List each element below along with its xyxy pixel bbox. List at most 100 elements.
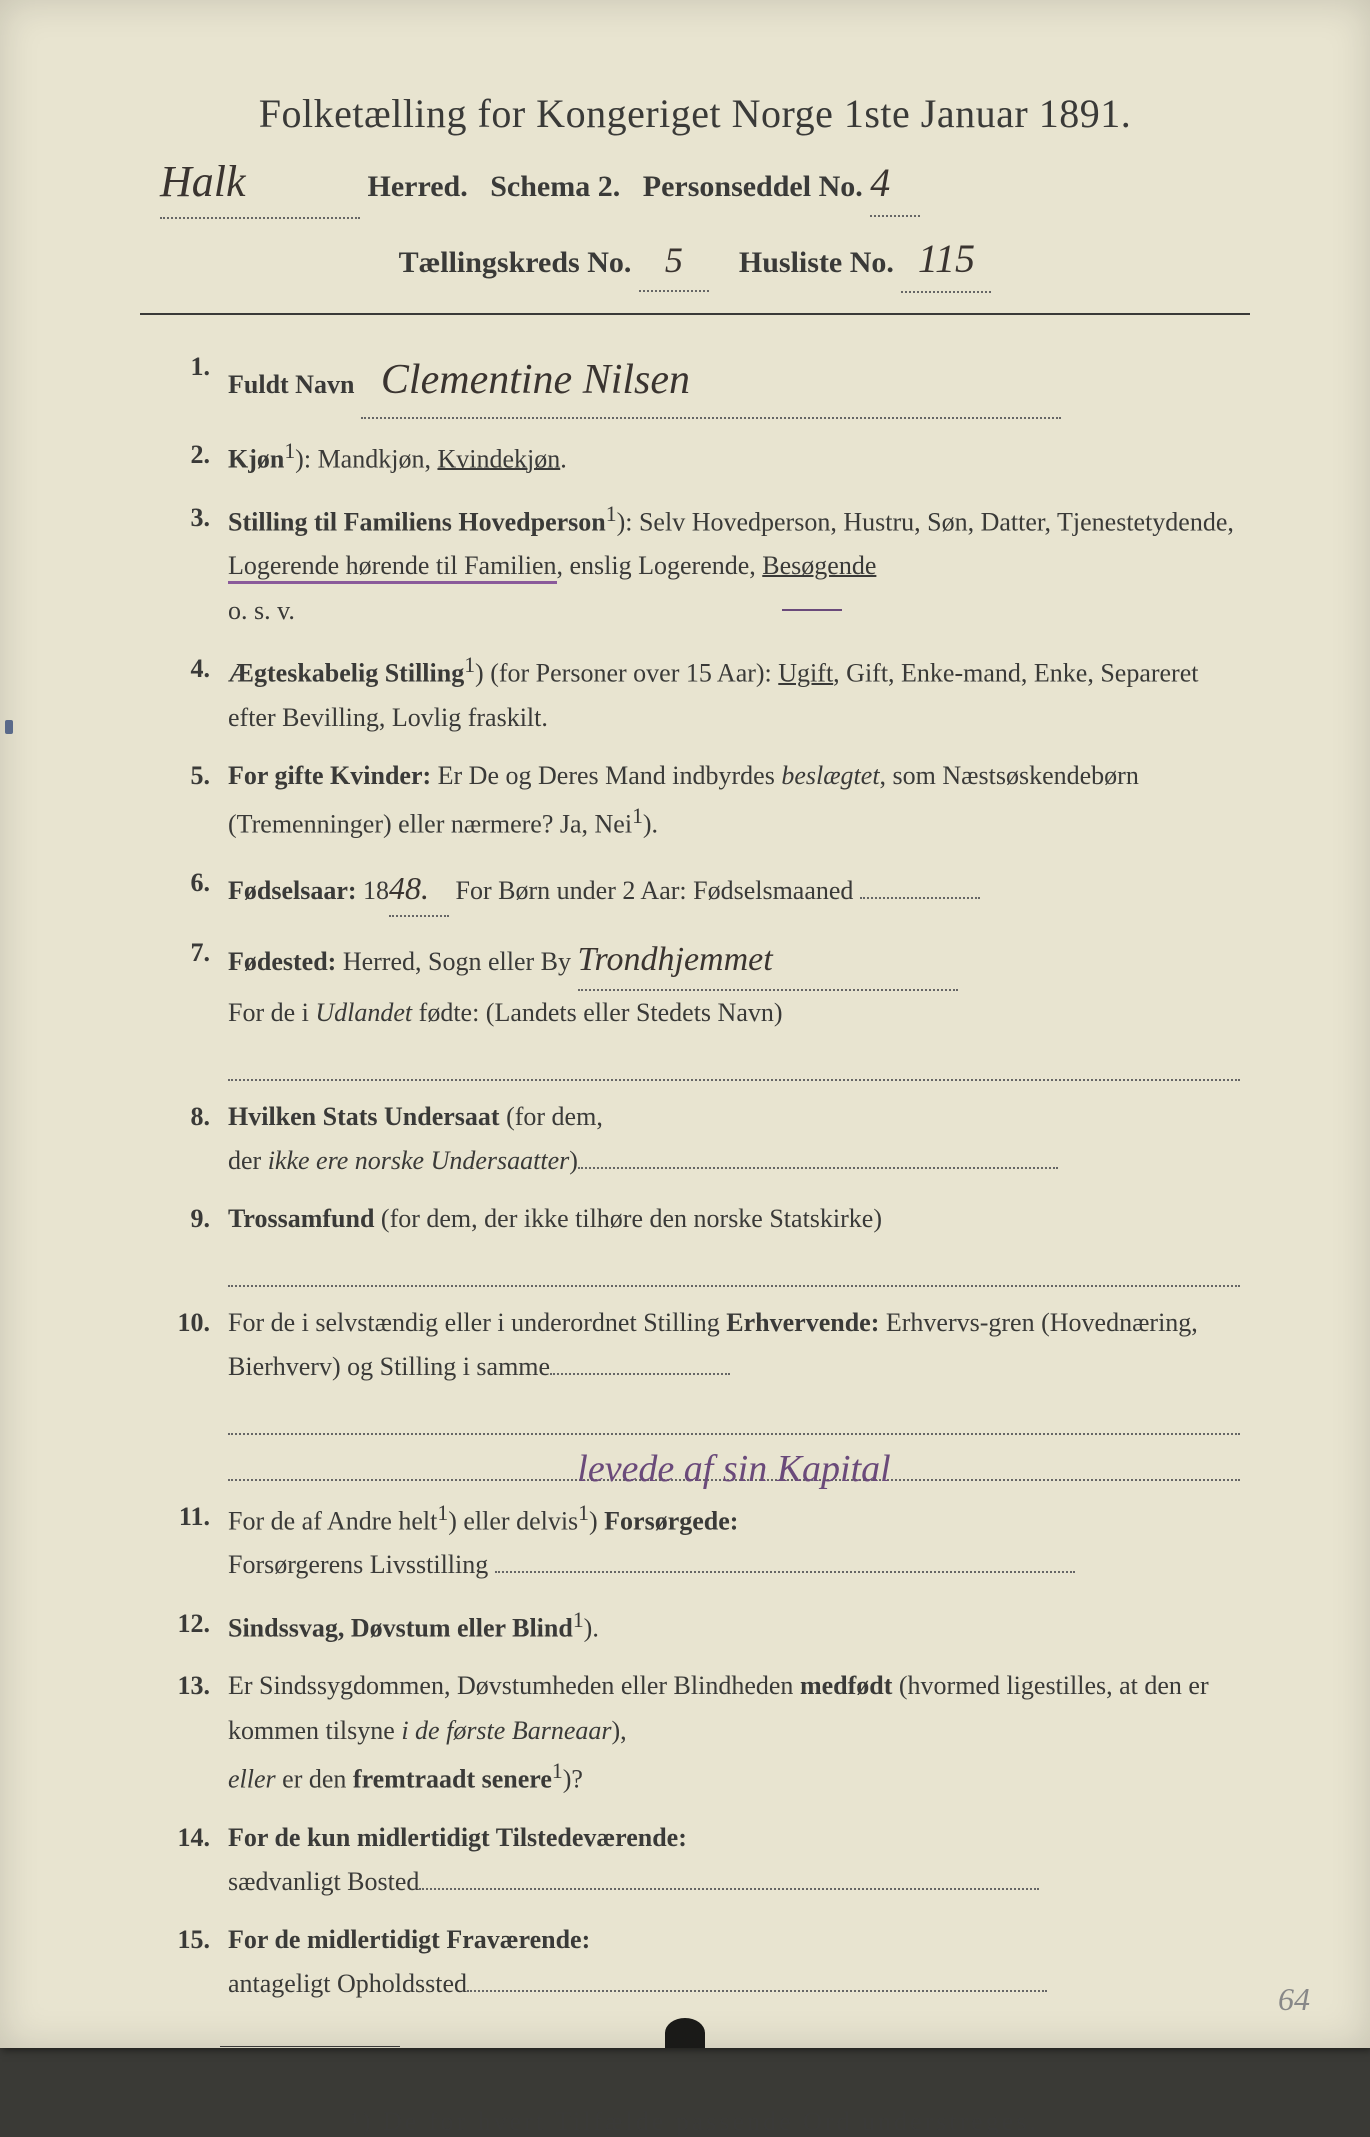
body2: sædvanligt Bosted bbox=[228, 1867, 419, 1896]
blank bbox=[495, 1571, 1075, 1573]
husliste-label: Husliste No. bbox=[739, 246, 894, 279]
herred-handwritten: Halk bbox=[160, 147, 246, 217]
personseddel-no: 4 bbox=[870, 151, 890, 215]
blank bbox=[419, 1888, 1039, 1890]
sup: 1 bbox=[606, 502, 617, 526]
body: For de i selvstændig eller i underordnet… bbox=[228, 1308, 726, 1337]
body2: antageligt Opholdssted bbox=[228, 1969, 467, 1998]
body: Herred, Sogn eller By bbox=[336, 947, 571, 976]
item-content: Trossamfund (for dem, der ikke tilhøre d… bbox=[228, 1197, 1240, 1287]
besogende-underlined: Besøgende bbox=[762, 544, 876, 588]
label-tilstedevaerende: For de kun midlertidigt Tilstedeværende: bbox=[228, 1823, 687, 1852]
item-content: Kjøn1): Mandkjøn, Kvindekjøn. bbox=[228, 433, 1240, 482]
item-num: 12. bbox=[150, 1602, 228, 1651]
item-7: 7. Fødested: Herred, Sogn eller By Trond… bbox=[150, 931, 1240, 1081]
sup: 1 bbox=[552, 1759, 563, 1783]
item-content: For de af Andre helt1) eller delvis1) Fo… bbox=[228, 1495, 1240, 1588]
sup2: 1 bbox=[578, 1501, 589, 1525]
body2: For de i bbox=[228, 998, 315, 1027]
item-9: 9. Trossamfund (for dem, der ikke tilhør… bbox=[150, 1197, 1240, 1287]
label-stilling: Stilling til Familiens Hovedperson bbox=[228, 507, 606, 536]
label-fuldt-navn: Fuldt Navn bbox=[228, 370, 354, 399]
schema-label: Schema 2. bbox=[490, 170, 620, 203]
personseddel-label: Personseddel No. bbox=[643, 170, 863, 203]
logerende-underlined: Logerende hørende til Familien bbox=[228, 551, 557, 584]
body: (for Personer over 15 Aar): bbox=[484, 659, 779, 688]
blank-line bbox=[228, 1391, 1240, 1435]
item-num: 11. bbox=[150, 1495, 228, 1588]
body: (for dem, der ikke tilhøre den norske St… bbox=[374, 1204, 882, 1233]
item-num: 2. bbox=[150, 433, 228, 482]
tail: )? bbox=[563, 1765, 583, 1794]
text: : Mandkjøn, bbox=[304, 444, 438, 473]
form-header: Folketælling for Kongeriget Norge 1ste J… bbox=[140, 90, 1250, 293]
blank bbox=[578, 1167, 1058, 1169]
item-content: Sindssvag, Døvstum eller Blind1). bbox=[228, 1602, 1240, 1651]
paper-damage bbox=[665, 2018, 705, 2048]
item-13: 13. Er Sindssygdommen, Døvstumheden elle… bbox=[150, 1664, 1240, 1801]
item-3: 3. Stilling til Familiens Hovedperson1):… bbox=[150, 496, 1240, 633]
taellingskreds-no: 5 bbox=[665, 232, 683, 290]
footnote: ¹) De for hvert Tilfælde passende Ord un… bbox=[140, 2107, 1250, 2137]
label-kjon: Kjøn bbox=[228, 444, 284, 473]
sup: 1 bbox=[464, 653, 475, 677]
herred-label: Herred. bbox=[368, 170, 468, 203]
eller: eller bbox=[228, 1765, 282, 1794]
osv: o. s. v. bbox=[228, 596, 295, 625]
sup: 1 bbox=[573, 1608, 584, 1632]
item-num: 14. bbox=[150, 1816, 228, 1904]
body2: , enslig Logerende, bbox=[557, 551, 763, 580]
body: Er Sindssygdommen, Døvstumheden eller Bl… bbox=[228, 1671, 800, 1700]
title-herred-line: Halk Herred. Schema 2. Personseddel No. … bbox=[140, 147, 1250, 219]
udlandet: Udlandet bbox=[315, 998, 412, 1027]
item-content: Ægteskabelig Stilling1) (for Personer ov… bbox=[228, 647, 1240, 740]
page-corner-number: 64 bbox=[1278, 1981, 1310, 2018]
item-num: 4. bbox=[150, 647, 228, 740]
kvindekjon-underlined: Kvindekjøn bbox=[437, 444, 560, 473]
item-num: 10. bbox=[150, 1301, 228, 1481]
blank-line bbox=[228, 1037, 1240, 1081]
body3: ), bbox=[611, 1716, 626, 1745]
tail: ). bbox=[584, 1613, 599, 1642]
item-content: Fødselsaar: 1848. For Børn under 2 Aar: … bbox=[228, 861, 1240, 917]
year-handwritten: 48. bbox=[389, 861, 449, 917]
title-main: Folketælling for Kongeriget Norge 1ste J… bbox=[140, 90, 1250, 137]
item-content: For de midlertidigt Fraværende: antageli… bbox=[228, 1918, 1240, 2006]
label-sindssvag: Sindssvag, Døvstum eller Blind bbox=[228, 1613, 573, 1642]
tail: ). bbox=[643, 810, 658, 839]
beslaegtet: beslægtet bbox=[781, 761, 879, 790]
item-2: 2. Kjøn1): Mandkjøn, Kvindekjøn. bbox=[150, 433, 1240, 482]
month-blank bbox=[860, 897, 980, 899]
sup: 1 bbox=[437, 1501, 448, 1525]
margin-mark bbox=[5, 720, 13, 734]
census-form-page: Folketælling for Kongeriget Norge 1ste J… bbox=[0, 0, 1370, 2048]
body2: ) eller delvis bbox=[448, 1506, 578, 1535]
occupation-line: levede af sin Kapital bbox=[228, 1437, 1240, 1481]
item-4: 4. Ægteskabelig Stilling1) (for Personer… bbox=[150, 647, 1240, 740]
label-fodselsaar: Fødselsaar: bbox=[228, 876, 357, 905]
item-content: For de i selvstændig eller i underordnet… bbox=[228, 1301, 1240, 1481]
birthplace-handwritten: Trondhjemmet bbox=[578, 931, 773, 989]
item-content: Er Sindssygdommen, Døvstumheden eller Bl… bbox=[228, 1664, 1240, 1801]
header-rule bbox=[140, 313, 1250, 315]
erhvervende: Erhvervende: bbox=[726, 1308, 879, 1337]
item-num: 5. bbox=[150, 754, 228, 847]
item-num: 3. bbox=[150, 496, 228, 633]
name-handwritten: Clementine Nilsen bbox=[381, 345, 690, 416]
body3: fødte: (Landets eller Stedets Navn) bbox=[412, 998, 782, 1027]
label-stats-undersaat: Hvilken Stats Undersaat bbox=[228, 1102, 500, 1131]
label-trossamfund: Trossamfund bbox=[228, 1204, 374, 1233]
item-num: 9. bbox=[150, 1197, 228, 1287]
item-num: 7. bbox=[150, 931, 228, 1081]
item-content: Stilling til Familiens Hovedperson1): Se… bbox=[228, 496, 1240, 633]
occupation-handwritten: levede af sin Kapital bbox=[577, 1437, 890, 1502]
label-aegteskab: Ægteskabelig Stilling bbox=[228, 659, 464, 688]
item-1: 1. Fuldt Navn Clementine Nilsen bbox=[150, 345, 1240, 418]
body3: ) bbox=[589, 1506, 604, 1535]
item-15: 15. For de midlertidigt Fraværende: anta… bbox=[150, 1918, 1240, 2006]
blank bbox=[467, 1990, 1047, 1992]
body: For de af Andre helt bbox=[228, 1506, 437, 1535]
ikke-norske: ikke ere norske Undersaatter bbox=[268, 1146, 570, 1175]
sup: 1 bbox=[284, 439, 295, 463]
item-11: 11. For de af Andre helt1) eller delvis1… bbox=[150, 1495, 1240, 1588]
